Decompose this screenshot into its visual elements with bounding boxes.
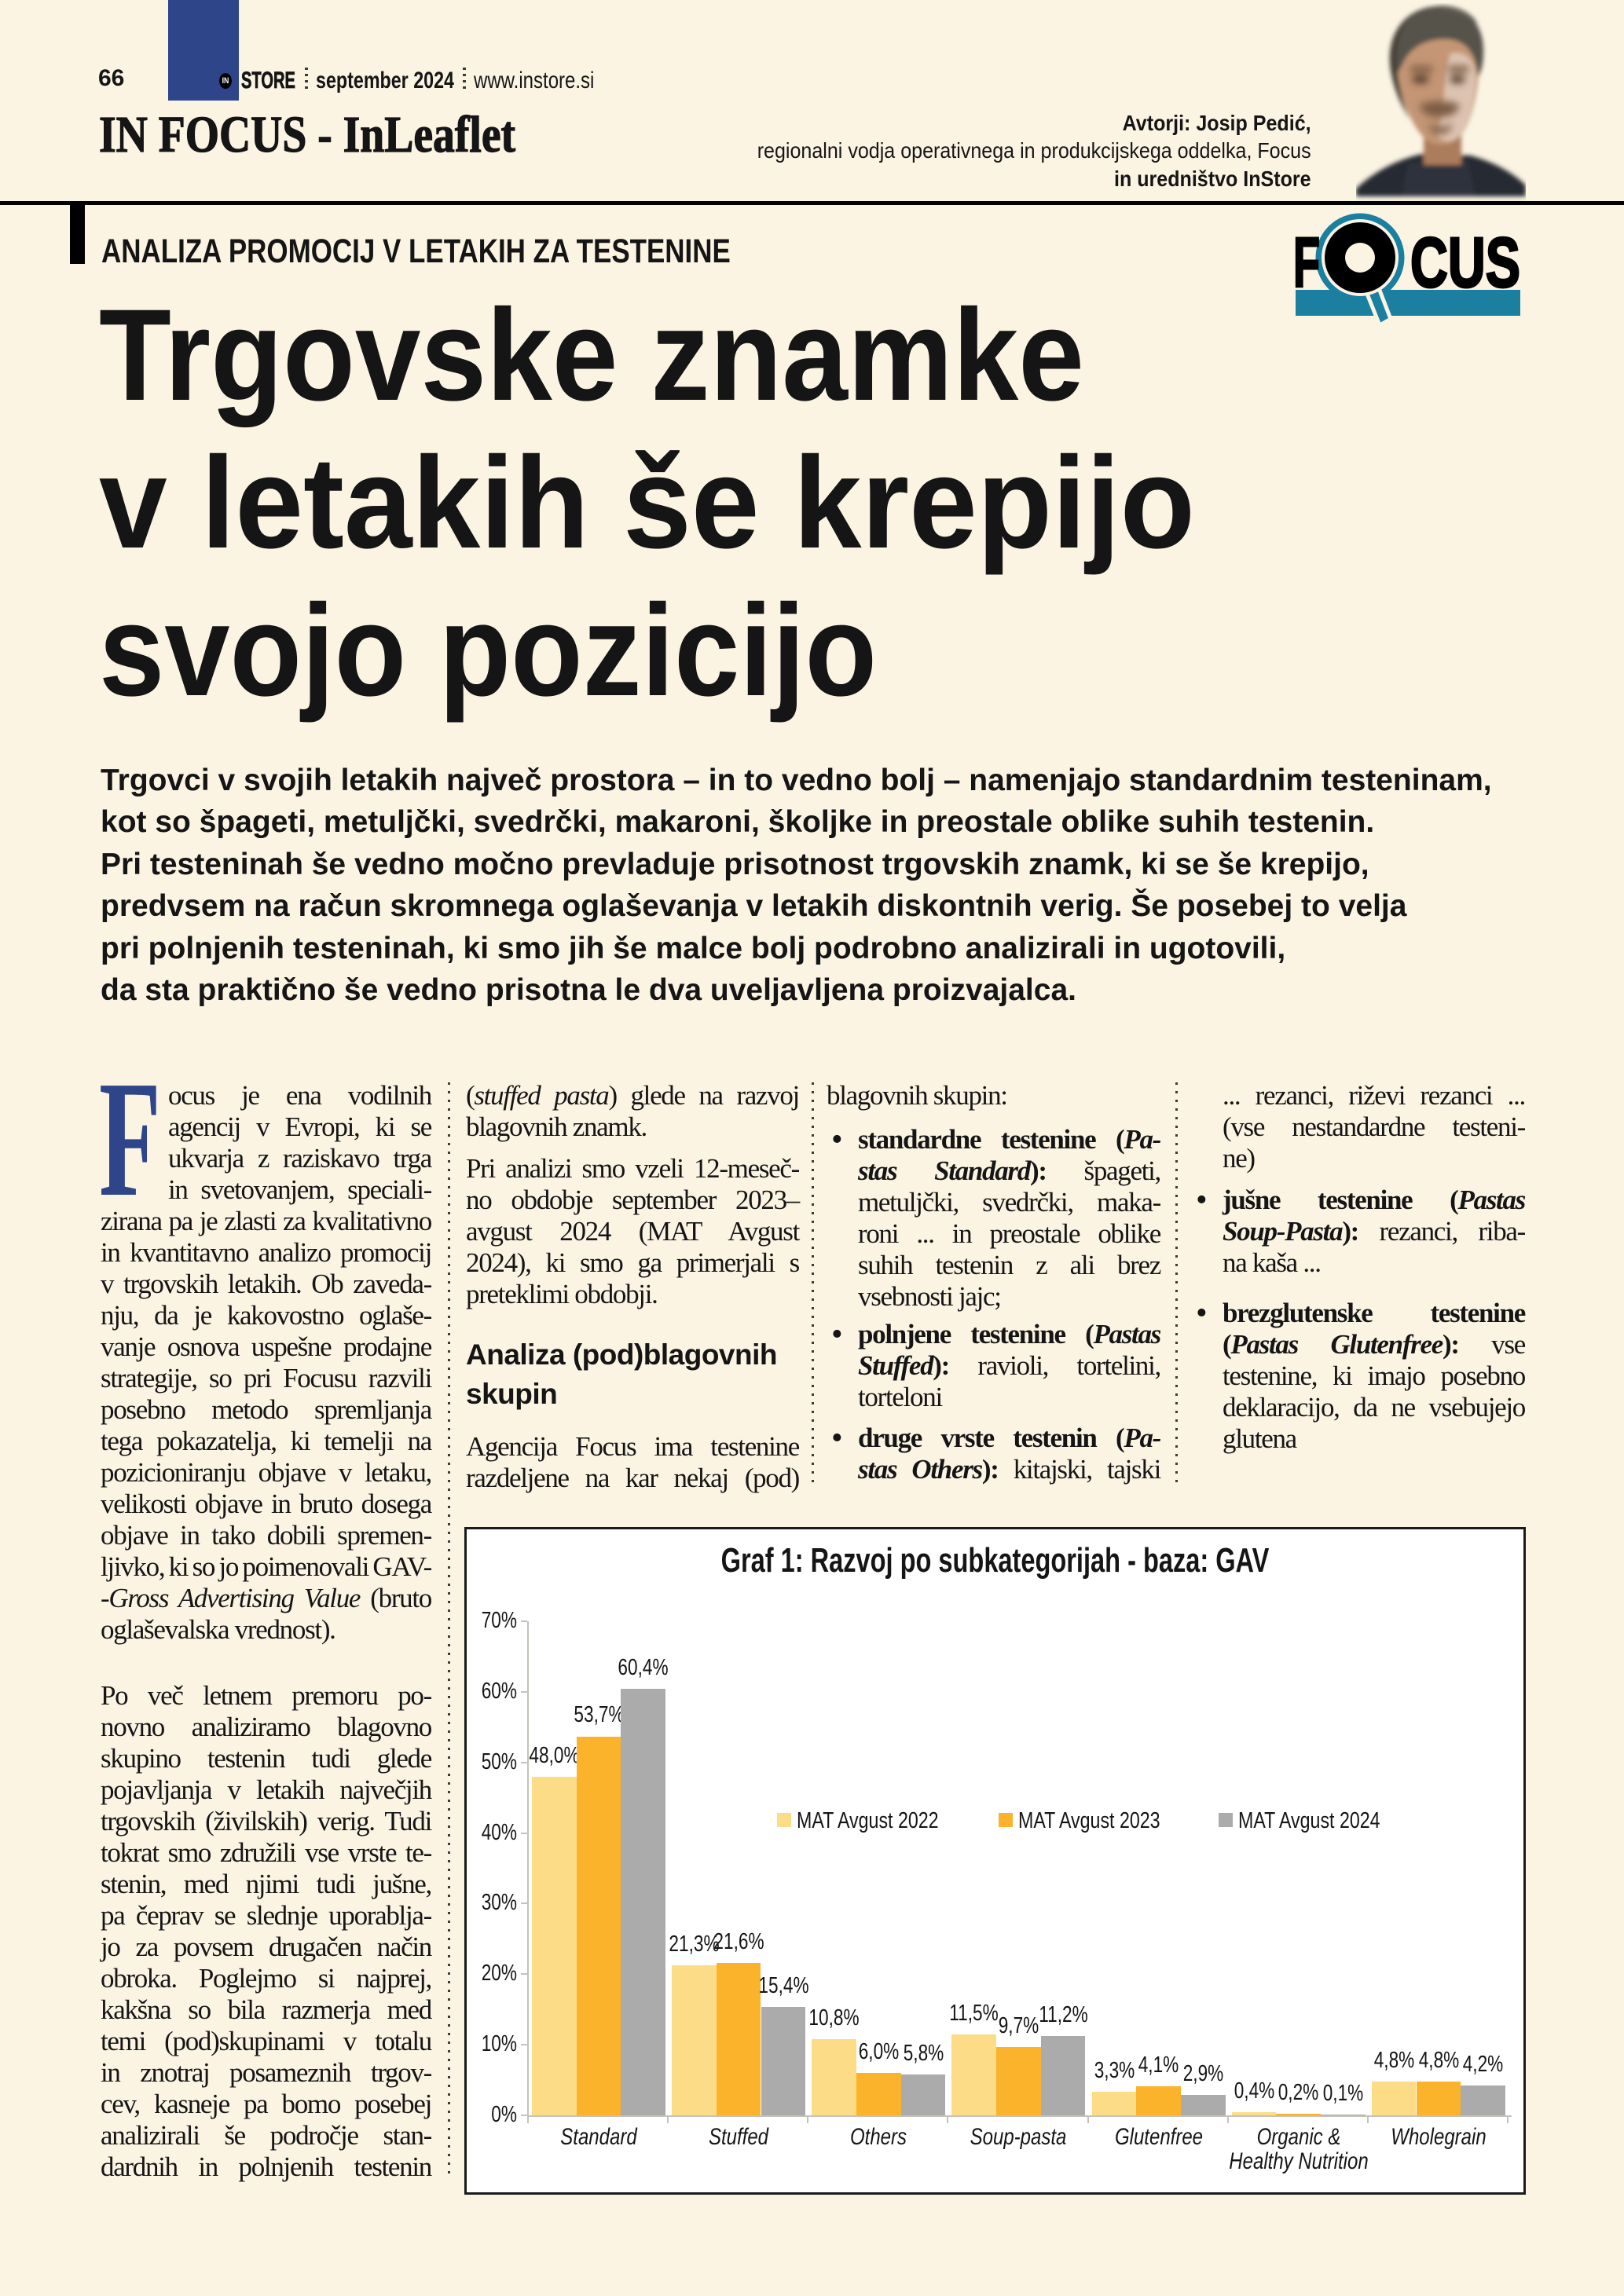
svg-text:CUS: CUS: [1410, 224, 1520, 302]
svg-text:F: F: [1293, 224, 1320, 302]
svg-text:F: F: [101, 1080, 160, 1199]
